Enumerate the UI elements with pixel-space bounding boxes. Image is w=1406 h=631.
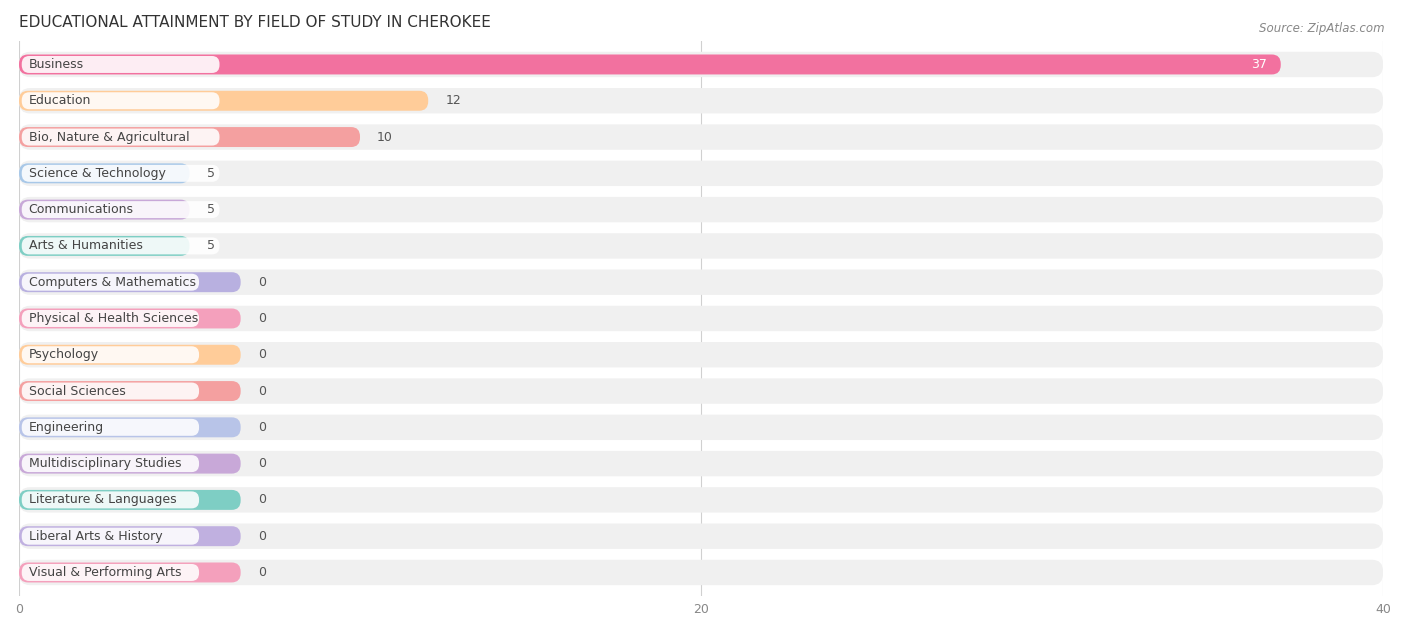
FancyBboxPatch shape [21,564,200,581]
Text: 5: 5 [207,203,215,216]
FancyBboxPatch shape [20,560,1384,585]
FancyBboxPatch shape [20,272,240,292]
FancyBboxPatch shape [20,381,240,401]
Text: Communications: Communications [28,203,134,216]
Text: 5: 5 [207,239,215,252]
FancyBboxPatch shape [20,124,1384,150]
Text: Social Sciences: Social Sciences [28,384,125,398]
FancyBboxPatch shape [21,419,200,436]
FancyBboxPatch shape [21,346,200,363]
Text: Business: Business [28,58,84,71]
Text: 0: 0 [257,529,266,543]
FancyBboxPatch shape [20,345,240,365]
FancyBboxPatch shape [21,492,200,509]
Text: Multidisciplinary Studies: Multidisciplinary Studies [28,457,181,470]
FancyBboxPatch shape [20,199,190,220]
FancyBboxPatch shape [21,274,200,291]
Text: 0: 0 [257,457,266,470]
FancyBboxPatch shape [20,562,240,582]
FancyBboxPatch shape [21,92,219,109]
FancyBboxPatch shape [20,197,1384,222]
FancyBboxPatch shape [21,201,219,218]
FancyBboxPatch shape [20,451,1384,476]
Text: 10: 10 [377,131,392,143]
FancyBboxPatch shape [21,129,219,146]
FancyBboxPatch shape [21,310,200,327]
FancyBboxPatch shape [20,417,240,437]
Text: Education: Education [28,94,91,107]
FancyBboxPatch shape [20,526,240,546]
Text: Psychology: Psychology [28,348,98,362]
FancyBboxPatch shape [20,163,190,184]
FancyBboxPatch shape [20,454,240,474]
Text: 0: 0 [257,384,266,398]
FancyBboxPatch shape [21,528,200,545]
Text: Liberal Arts & History: Liberal Arts & History [28,529,162,543]
FancyBboxPatch shape [20,269,1384,295]
FancyBboxPatch shape [20,415,1384,440]
FancyBboxPatch shape [21,165,219,182]
FancyBboxPatch shape [21,56,219,73]
FancyBboxPatch shape [20,91,429,110]
FancyBboxPatch shape [21,455,200,472]
FancyBboxPatch shape [20,524,1384,549]
FancyBboxPatch shape [21,237,219,254]
FancyBboxPatch shape [20,309,240,329]
FancyBboxPatch shape [20,236,190,256]
Text: 0: 0 [257,421,266,434]
Text: 12: 12 [446,94,461,107]
Text: Arts & Humanities: Arts & Humanities [28,239,142,252]
FancyBboxPatch shape [20,490,240,510]
FancyBboxPatch shape [20,127,360,147]
Text: EDUCATIONAL ATTAINMENT BY FIELD OF STUDY IN CHEROKEE: EDUCATIONAL ATTAINMENT BY FIELD OF STUDY… [20,15,491,30]
Text: 0: 0 [257,566,266,579]
FancyBboxPatch shape [20,487,1384,512]
FancyBboxPatch shape [20,342,1384,367]
Text: 5: 5 [207,167,215,180]
FancyBboxPatch shape [21,382,200,399]
Text: Source: ZipAtlas.com: Source: ZipAtlas.com [1260,22,1385,35]
Text: 0: 0 [257,312,266,325]
Text: Physical & Health Sciences: Physical & Health Sciences [28,312,198,325]
FancyBboxPatch shape [20,379,1384,404]
Text: Visual & Performing Arts: Visual & Performing Arts [28,566,181,579]
FancyBboxPatch shape [20,54,1281,74]
Text: Literature & Languages: Literature & Languages [28,493,176,507]
Text: 0: 0 [257,348,266,362]
FancyBboxPatch shape [20,88,1384,114]
Text: Computers & Mathematics: Computers & Mathematics [28,276,195,289]
Text: Bio, Nature & Agricultural: Bio, Nature & Agricultural [28,131,190,143]
FancyBboxPatch shape [20,233,1384,259]
FancyBboxPatch shape [20,161,1384,186]
Text: 0: 0 [257,276,266,289]
FancyBboxPatch shape [20,52,1384,77]
Text: 0: 0 [257,493,266,507]
Text: 37: 37 [1251,58,1267,71]
Text: Engineering: Engineering [28,421,104,434]
FancyBboxPatch shape [20,306,1384,331]
Text: Science & Technology: Science & Technology [28,167,166,180]
